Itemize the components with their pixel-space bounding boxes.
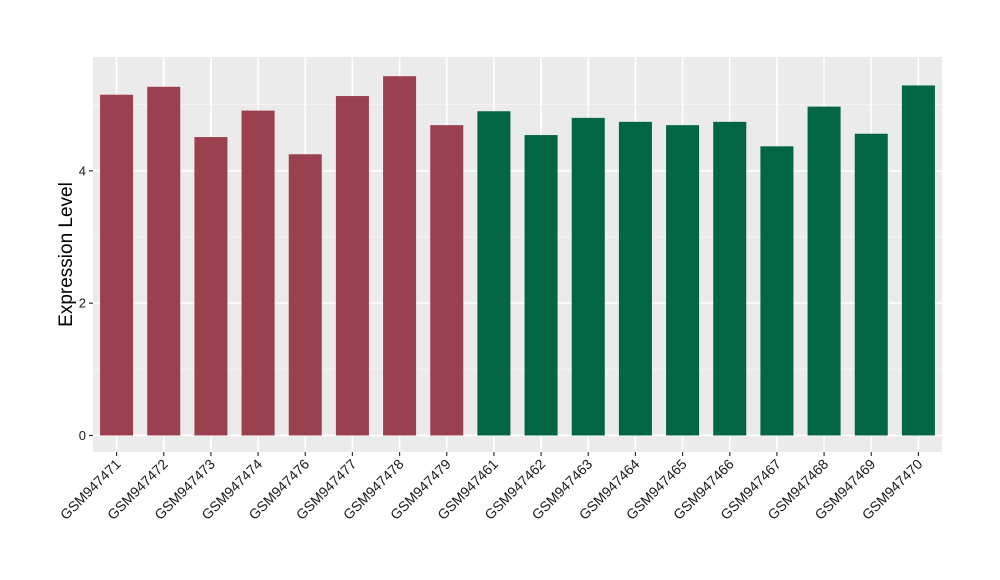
bar-GSM947462 xyxy=(524,135,558,436)
bar-GSM947476 xyxy=(288,154,322,436)
bar-GSM947471 xyxy=(100,94,134,436)
y-tick-label: 2 xyxy=(79,296,86,311)
bar-GSM947470 xyxy=(901,85,935,436)
bar-GSM947478 xyxy=(383,76,417,436)
bars xyxy=(100,76,935,436)
bar-GSM947469 xyxy=(854,133,888,436)
bar-GSM947461 xyxy=(477,111,511,436)
bar-GSM947466 xyxy=(713,121,747,436)
bar-GSM947472 xyxy=(147,86,181,436)
bar-GSM947464 xyxy=(618,121,652,436)
y-tick-label: 4 xyxy=(79,163,86,178)
y-axis: 0 2 4 xyxy=(79,163,93,443)
bar-GSM947465 xyxy=(666,125,700,436)
bar-GSM947479 xyxy=(430,125,464,436)
bar-GSM947468 xyxy=(807,106,841,436)
bar-GSM947474 xyxy=(241,110,275,436)
bar-GSM947467 xyxy=(760,146,794,436)
bar-GSM947463 xyxy=(571,117,605,436)
x-axis: GSM947471GSM947472GSM947473GSM947474GSM9… xyxy=(57,452,926,523)
bar-GSM947473 xyxy=(194,137,228,436)
plot-panel xyxy=(93,57,942,452)
bar-GSM947477 xyxy=(335,96,369,436)
y-tick-label: 0 xyxy=(79,428,86,443)
y-axis-title: Expression Level xyxy=(56,182,77,327)
